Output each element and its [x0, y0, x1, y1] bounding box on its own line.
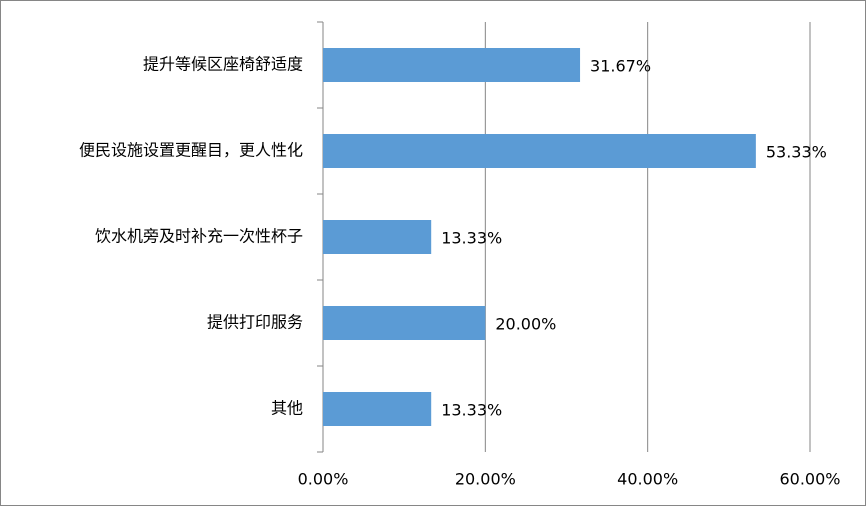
- data-label: 13.33%: [441, 229, 502, 248]
- data-label: 31.67%: [590, 57, 651, 76]
- x-tick-label: 40.00%: [617, 470, 678, 489]
- data-label: 53.33%: [766, 143, 827, 162]
- bar: [323, 306, 486, 340]
- data-label: 13.33%: [441, 401, 502, 420]
- x-tick-label: 60.00%: [779, 470, 840, 489]
- bar: [323, 220, 432, 254]
- x-tick-label: 0.00%: [298, 470, 349, 489]
- bar: [323, 134, 756, 168]
- data-label: 20.00%: [495, 315, 556, 334]
- y-tick-label: 饮水机旁及时补充一次性杯子: [95, 227, 303, 246]
- y-tick-label: 提升等候区座椅舒适度: [143, 55, 303, 74]
- y-tick-label: 便民设施设置更醒目，更人性化: [79, 141, 303, 160]
- bar: [323, 392, 432, 426]
- y-tick-label: 提供打印服务: [207, 313, 303, 332]
- bar: [323, 48, 581, 82]
- x-tick-label: 20.00%: [455, 470, 516, 489]
- y-tick-label: 其他: [271, 399, 303, 418]
